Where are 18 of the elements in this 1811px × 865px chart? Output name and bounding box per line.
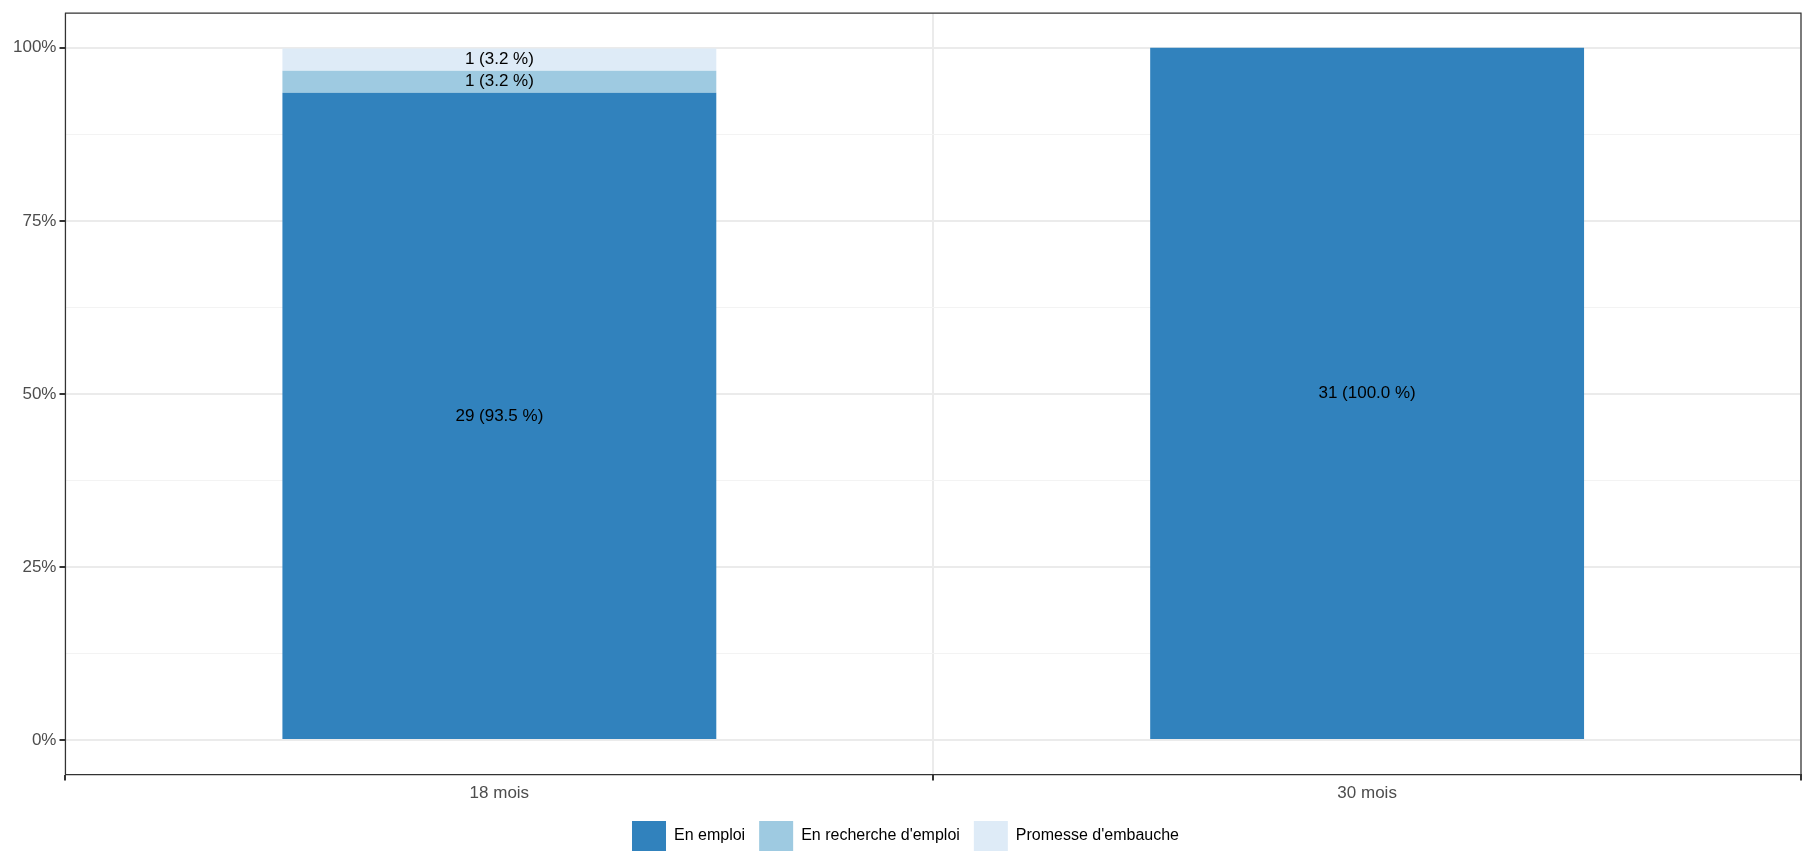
- legend-label: En recherche d'emploi: [801, 826, 960, 844]
- y-tick-label: 25%: [22, 556, 57, 576]
- bar: [282, 70, 717, 93]
- data-label: 1 (3.2 %): [464, 49, 534, 69]
- bar: [1150, 47, 1585, 739]
- data-label: 31 (100.0 %): [1318, 383, 1416, 403]
- x-tick-label: 30 mois: [1337, 783, 1397, 803]
- y-tick-label: 0%: [31, 729, 57, 749]
- data-label: 29 (93.5 %): [455, 405, 544, 425]
- bar: [282, 92, 717, 739]
- x-tick-label: 18 mois: [469, 783, 530, 803]
- y-tick-label: 50%: [22, 383, 57, 403]
- bar: [282, 48, 717, 71]
- data-label: 1 (3.2 %): [464, 71, 534, 91]
- y-tick-label: 100%: [13, 37, 57, 57]
- legend-label: Promesse d'embauche: [1015, 826, 1180, 844]
- y-tick-label: 75%: [22, 210, 57, 230]
- legend-label: En emploi: [674, 826, 746, 844]
